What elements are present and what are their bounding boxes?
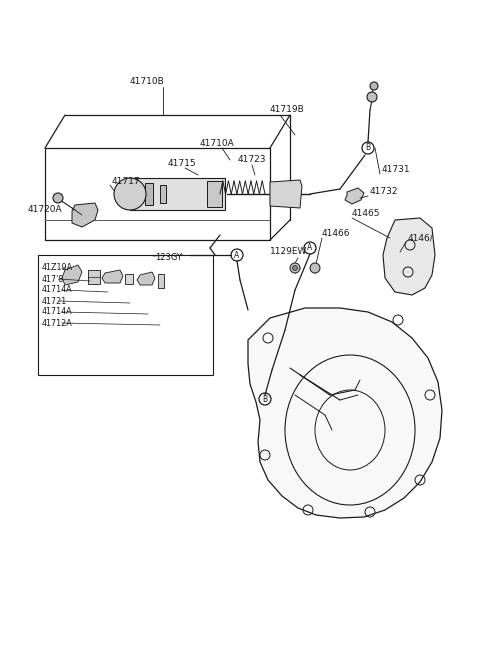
Polygon shape [102,270,123,283]
Bar [38,255,213,375]
Bar [88,270,100,284]
Bar [130,178,225,210]
Text: 41732: 41732 [370,187,398,196]
Text: 41465: 41465 [352,208,381,217]
Text: 41710A: 41710A [200,139,235,148]
Circle shape [290,263,300,273]
Polygon shape [270,180,302,208]
Text: 41710B: 41710B [130,78,165,87]
Text: 41Z19A: 41Z19A [42,263,73,273]
Text: 1129EW: 1129EW [270,248,307,256]
Text: 41723: 41723 [238,156,266,164]
Bar [158,274,164,288]
Polygon shape [137,272,155,285]
Text: 41720A: 41720A [28,206,62,214]
Circle shape [53,193,63,203]
Text: 41466: 41466 [322,229,350,237]
Text: 41717: 41717 [112,177,141,187]
Text: 41731: 41731 [382,166,410,175]
Circle shape [292,265,298,271]
Text: 123GY: 123GY [155,254,182,263]
Bar [145,183,153,205]
Text: 41714A: 41714A [42,286,72,294]
Polygon shape [248,308,442,518]
Circle shape [367,92,377,102]
Circle shape [310,263,320,273]
Circle shape [370,82,378,90]
Polygon shape [383,218,435,295]
Polygon shape [72,203,98,227]
Text: 41719B: 41719B [270,106,305,114]
Text: 41715: 41715 [168,158,197,168]
Text: A: A [234,250,240,260]
Text: 41721: 41721 [42,296,67,306]
Polygon shape [345,188,364,204]
Circle shape [114,178,146,210]
Text: 4146/: 4146/ [408,233,434,242]
Text: A: A [307,244,312,252]
Bar [160,185,166,203]
Bar [125,274,133,284]
Text: 41712A: 41712A [42,319,73,327]
Text: B: B [365,143,371,152]
Bar [207,181,222,207]
Polygon shape [62,265,82,285]
Text: B: B [263,394,267,403]
Text: 41714A: 41714A [42,307,72,317]
Text: 417'8: 417'8 [42,275,64,284]
